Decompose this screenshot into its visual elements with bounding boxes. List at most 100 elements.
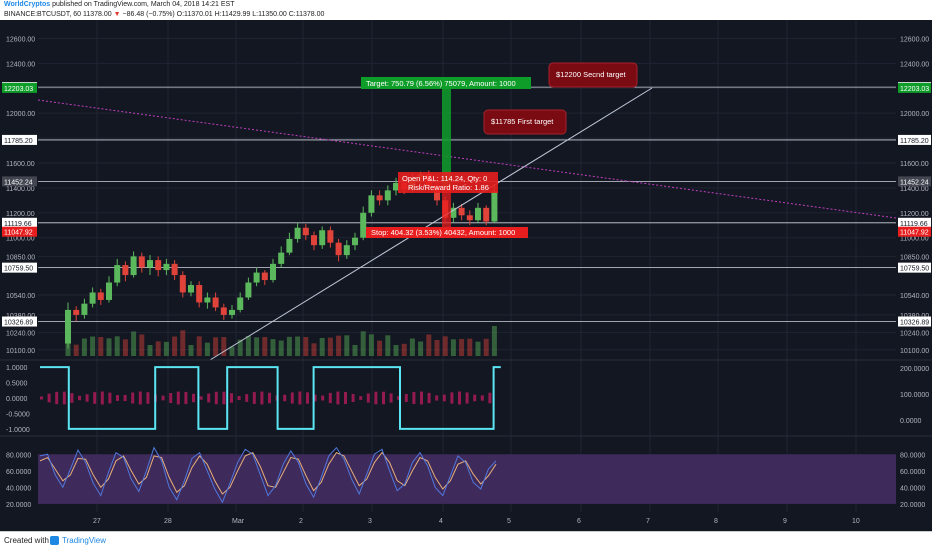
- candle-body[interactable]: [73, 309, 80, 315]
- candle-body[interactable]: [466, 215, 473, 221]
- right-price-tag-label: 10326.89: [900, 320, 929, 327]
- candle-body[interactable]: [475, 207, 481, 221]
- osc-histogram-bar: [207, 393, 211, 403]
- osc-histogram-bar: [192, 393, 195, 403]
- candle-body[interactable]: [220, 307, 227, 315]
- candle-body[interactable]: [302, 227, 309, 236]
- time-tick-label: 2: [299, 518, 303, 525]
- created-with-text: Created with: [4, 536, 49, 545]
- candle-body[interactable]: [376, 195, 383, 201]
- stochastic-pane: 80.0000 80.0000 60.0000 60.0000 40.0000 40.00…: [6, 446, 925, 509]
- candle-body[interactable]: [122, 265, 129, 276]
- right-price-tag: [898, 82, 931, 93]
- candle-body[interactable]: [253, 272, 260, 283]
- ohlc-values: O:11370.01 H:11429.99 L:11350.00 C:11378…: [176, 11, 325, 18]
- candle-body[interactable]: [294, 227, 301, 239]
- volume-bar: [352, 345, 358, 356]
- author-link[interactable]: WorldCryptos: [4, 1, 51, 8]
- candle-body[interactable]: [360, 212, 367, 238]
- target-zone[interactable]: [442, 88, 451, 186]
- candle-body[interactable]: [179, 275, 186, 293]
- candle-body[interactable]: [171, 263, 178, 276]
- osc-histogram-bar: [465, 392, 469, 404]
- chart-canvas[interactable]: Target: 750.79 (6.56%) 75079, Amount: 10…: [0, 20, 932, 531]
- stoch-left-tick: 80.0000: [6, 452, 31, 459]
- time-tick-label: 3: [368, 518, 372, 525]
- osc-histogram-bar: [161, 395, 165, 401]
- candle-body[interactable]: [393, 182, 399, 191]
- candle-body[interactable]: [114, 265, 121, 283]
- time-tick-label: 10: [852, 518, 860, 525]
- candle-body[interactable]: [97, 292, 104, 300]
- right-tick-label: 11600.00: [900, 161, 929, 168]
- osc-histogram-bar: [146, 392, 150, 404]
- candle-body[interactable]: [458, 207, 465, 216]
- osc-histogram-bar: [306, 392, 309, 404]
- second-target-text: $12200 Secnd target: [556, 70, 627, 79]
- osc-histogram-bar: [313, 394, 317, 402]
- time-axis-labels: 27 28 Mar 2 3 4 5 6 7 8 9 10: [93, 518, 860, 525]
- osc-histogram-bar: [184, 391, 188, 405]
- candle-body[interactable]: [212, 297, 219, 308]
- candle-body[interactable]: [130, 256, 137, 276]
- target-trendline[interactable]: [209, 87, 653, 361]
- candle-body[interactable]: [163, 263, 170, 271]
- candle-body[interactable]: [270, 263, 276, 281]
- left-tick-label: 11000.00: [6, 236, 35, 243]
- candle-body[interactable]: [245, 282, 252, 298]
- candle-body[interactable]: [155, 260, 162, 271]
- left-price-tag-label: 11785.20: [4, 138, 33, 145]
- candle-body[interactable]: [89, 292, 96, 304]
- volume-bar: [434, 340, 440, 356]
- candle-body[interactable]: [352, 237, 358, 246]
- candle-body[interactable]: [65, 309, 71, 344]
- osc-histogram-bar: [283, 394, 287, 402]
- osc-histogram-bar: [366, 393, 370, 403]
- candle-body[interactable]: [188, 285, 194, 293]
- second-target-note[interactable]: [548, 62, 638, 88]
- candle-body[interactable]: [335, 242, 342, 256]
- candle-body[interactable]: [196, 285, 203, 303]
- candle-body[interactable]: [368, 195, 375, 213]
- tradingview-link[interactable]: TradingView: [62, 536, 107, 545]
- candle-body[interactable]: [147, 260, 153, 268]
- candle-body[interactable]: [138, 256, 145, 268]
- volume-bar: [327, 337, 333, 356]
- left-price-tag: [2, 134, 37, 145]
- right-price-tag-label: 11047.92: [900, 230, 929, 237]
- candle-body[interactable]: [491, 191, 498, 222]
- symbol-label: BINANCE:BTCUSDT, 60: [4, 11, 82, 18]
- candle-body[interactable]: [343, 245, 350, 256]
- stoch-left-tick: 40.0000: [6, 485, 31, 492]
- candle-body[interactable]: [450, 207, 457, 218]
- candle-body[interactable]: [311, 235, 317, 246]
- candle-body[interactable]: [106, 282, 112, 300]
- candle-body[interactable]: [327, 230, 334, 243]
- volume-bar: [213, 337, 219, 356]
- first-target-note[interactable]: [483, 109, 567, 135]
- stoch-k-line: [39, 446, 497, 504]
- candle-body[interactable]: [261, 272, 268, 281]
- candle-body[interactable]: [204, 297, 211, 303]
- volume-bar: [393, 345, 399, 356]
- dotted-trendline[interactable]: [37, 99, 897, 219]
- candle-body[interactable]: [286, 238, 293, 253]
- candle-body[interactable]: [278, 252, 285, 264]
- osc-histogram-bar: [382, 391, 385, 405]
- right-tick-label: 12400.00: [900, 61, 929, 68]
- candle-body[interactable]: [237, 297, 244, 310]
- candle-body[interactable]: [319, 230, 326, 246]
- volume-bar: [491, 326, 497, 356]
- candle-body[interactable]: [384, 190, 391, 201]
- pnl-box: [398, 172, 498, 193]
- candle-body[interactable]: [81, 303, 88, 315]
- volume-bar: [131, 331, 137, 356]
- stop-zone[interactable]: [442, 186, 451, 228]
- osc-histogram-bar: [47, 393, 51, 403]
- candle-body[interactable]: [483, 207, 490, 222]
- osc-left-tick: -1.0000: [6, 427, 30, 434]
- osc-histogram-bar: [404, 393, 408, 403]
- candle-body[interactable]: [229, 309, 235, 315]
- osc-histogram-bar: [78, 395, 81, 401]
- left-price-tag-label: 11452.24: [4, 179, 33, 186]
